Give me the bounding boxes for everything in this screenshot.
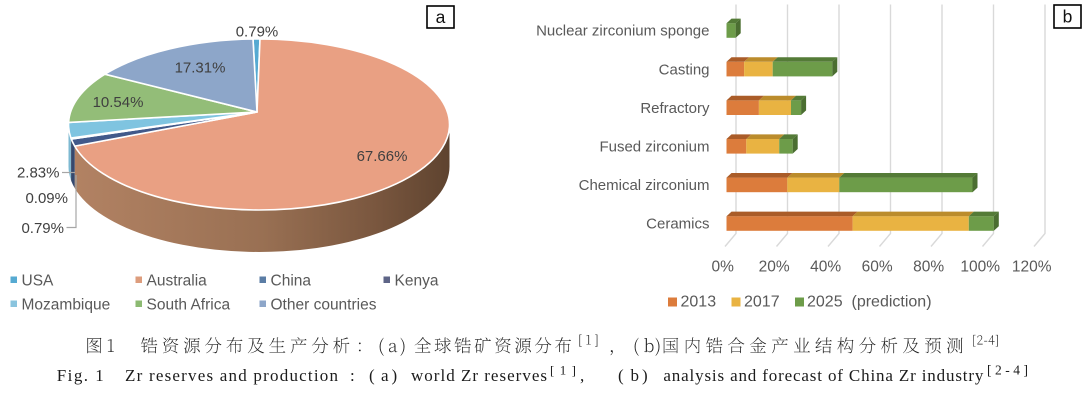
svg-text:Casting: Casting <box>659 61 710 78</box>
svg-text:0.79%: 0.79% <box>236 24 279 41</box>
svg-text:Refractory: Refractory <box>640 100 710 117</box>
svg-text:Mozambique: Mozambique <box>22 297 111 314</box>
svg-text:(: ( <box>618 366 624 385</box>
svg-text:100%: 100% <box>960 259 1000 276</box>
svg-text:China: China <box>271 273 312 290</box>
svg-text:a: a <box>381 366 389 385</box>
svg-text:b: b <box>631 366 640 385</box>
svg-text:Zr reserves and production: Zr reserves and production <box>125 366 339 385</box>
svg-text:0.09%: 0.09% <box>25 190 68 207</box>
svg-text:40%: 40% <box>810 259 841 276</box>
svg-text:Other countries: Other countries <box>271 297 377 314</box>
svg-text:60%: 60% <box>862 259 893 276</box>
svg-text:,: , <box>580 366 584 385</box>
svg-text:120%: 120% <box>1012 259 1052 276</box>
svg-text:0.79%: 0.79% <box>21 220 64 237</box>
svg-text:Ceramics: Ceramics <box>646 216 709 233</box>
svg-text:Chemical zirconium: Chemical zirconium <box>579 177 710 194</box>
svg-text:a: a <box>436 7 446 27</box>
svg-text:Nuclear zirconium sponge: Nuclear zirconium sponge <box>536 23 709 40</box>
svg-text:b: b <box>1063 7 1073 27</box>
svg-text:20%: 20% <box>759 259 790 276</box>
svg-text:10.54%: 10.54% <box>93 94 144 111</box>
svg-text:): ) <box>392 366 398 385</box>
svg-text:world Zr reserves: world Zr reserves <box>411 366 547 385</box>
svg-text:): ) <box>642 366 648 385</box>
svg-text:analysis and forecast of China: analysis and forecast of China Zr indust… <box>663 366 984 385</box>
svg-text:67.66%: 67.66% <box>357 148 408 165</box>
svg-text:South Africa: South Africa <box>147 297 231 314</box>
svg-text:Fig. 1: Fig. 1 <box>57 366 104 385</box>
svg-text:17.31%: 17.31% <box>175 60 226 77</box>
svg-text:Fused zirconium: Fused zirconium <box>599 139 709 156</box>
svg-text:2017: 2017 <box>744 294 780 311</box>
svg-text:Australia: Australia <box>147 273 208 290</box>
svg-text:(: ( <box>369 366 375 385</box>
svg-text:USA: USA <box>22 273 55 290</box>
svg-text:[2-4]: [2-4] <box>987 363 1028 378</box>
svg-text:2025 (prediction): 2025 (prediction) <box>807 294 932 311</box>
svg-text:Kenya: Kenya <box>395 273 439 290</box>
svg-text::: : <box>350 366 355 385</box>
svg-text:2013: 2013 <box>681 294 717 311</box>
svg-text:80%: 80% <box>913 259 944 276</box>
svg-text:2.83%: 2.83% <box>17 165 60 182</box>
svg-text:0%: 0% <box>711 259 734 276</box>
svg-text:[1]: [1] <box>550 363 576 378</box>
